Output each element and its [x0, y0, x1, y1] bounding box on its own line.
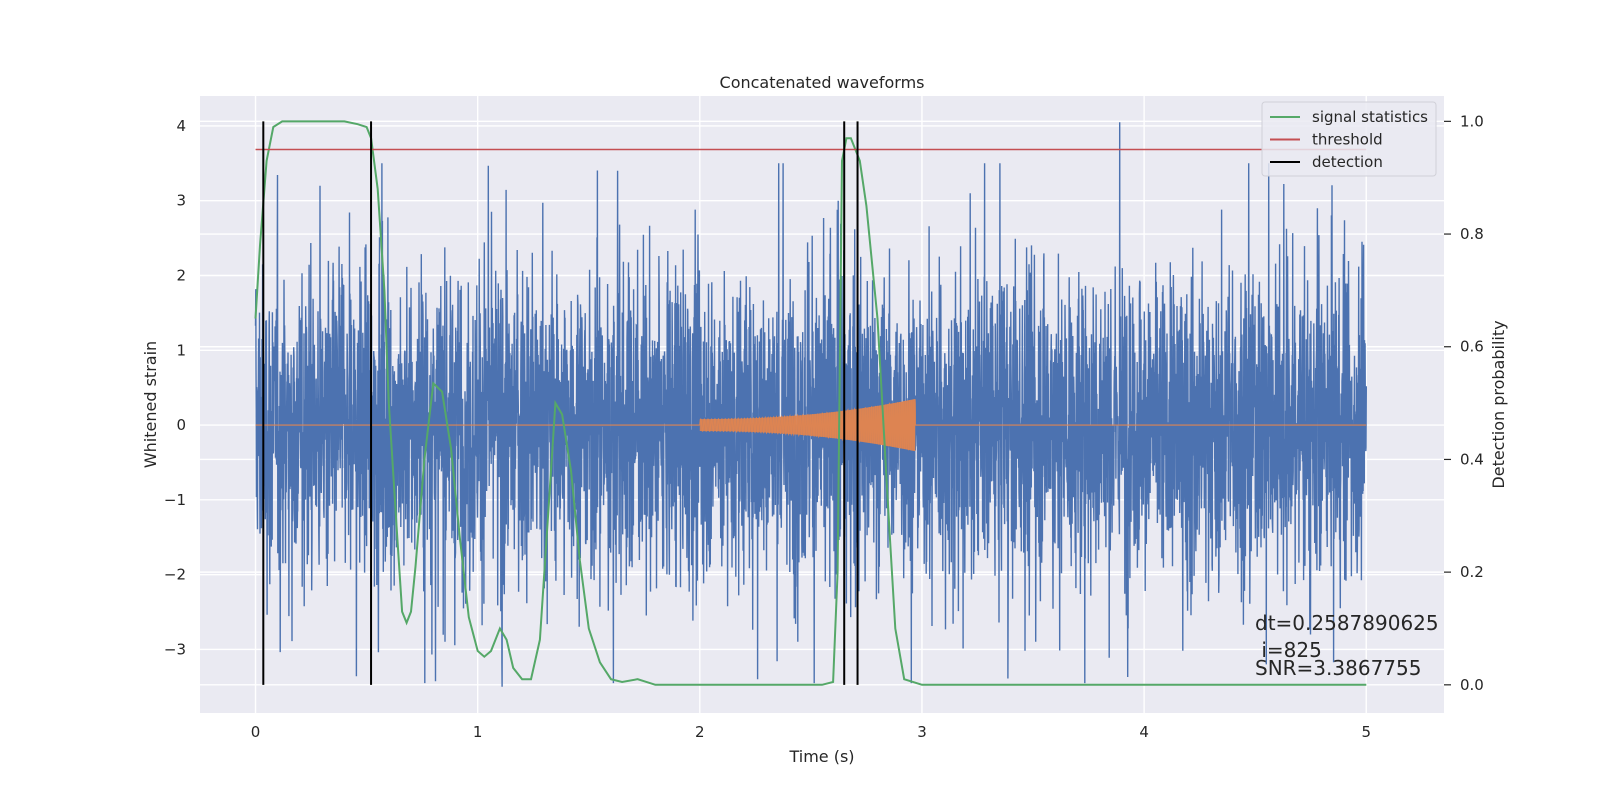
y-right-axis-label: Detection probability — [1489, 320, 1508, 488]
y-right-tick-label: 0.2 — [1460, 563, 1484, 581]
x-tick-label: 5 — [1361, 723, 1371, 741]
y-tick-label: −2 — [164, 566, 186, 584]
x-tick-label: 3 — [917, 723, 927, 741]
y-right-tick-label: 0.8 — [1460, 225, 1484, 243]
chart-title: Concatenated waveforms — [720, 73, 925, 92]
y-axis-label: Whitened strain — [141, 341, 160, 468]
annotation-index: i=825 — [1255, 638, 1322, 662]
y-right-tick-label: 0.0 — [1460, 676, 1484, 694]
x-axis-ticks: 0 1 2 3 4 5 — [251, 723, 1371, 741]
y-tick-label: 2 — [176, 266, 186, 284]
y-right-tick-label: 1.0 — [1460, 112, 1484, 130]
annotation-text: dt=0.2587890625 i=825 SNR=3.3867755 — [1255, 611, 1439, 680]
x-tick-label: 0 — [251, 723, 261, 741]
y-tick-label: −3 — [164, 640, 186, 658]
legend-box — [1261, 101, 1437, 177]
y-axis-ticks: −3 −2 −1 0 1 2 3 4 — [164, 117, 186, 659]
y-tick-label: 1 — [176, 341, 186, 359]
y-right-tick-label: 0.6 — [1460, 338, 1484, 356]
legend: signal statistics threshold detection — [1261, 101, 1437, 177]
x-axis-label: Time (s) — [788, 747, 854, 766]
y-right-tick-label: 0.4 — [1460, 450, 1484, 468]
x-tick-label: 2 — [695, 723, 705, 741]
annotation-snr: SNR=3.3867755 — [1255, 656, 1421, 680]
y-right-axis-ticks: 0.0 0.2 0.4 0.6 0.8 1.0 — [1444, 112, 1484, 694]
y-tick-label: −1 — [164, 491, 186, 509]
y-tick-label: 4 — [176, 117, 186, 135]
annotation-dt: dt=0.2587890625 — [1255, 611, 1439, 635]
x-tick-label: 1 — [473, 723, 483, 741]
series-injected-signal-line — [255, 399, 1367, 451]
y-tick-label: 3 — [176, 192, 186, 210]
legend-entry-label: signal statistics — [1312, 108, 1428, 126]
detection-lines — [262, 121, 859, 685]
legend-entry-label: detection — [1312, 153, 1383, 171]
x-tick-label: 4 — [1139, 723, 1149, 741]
legend-entry-label: threshold — [1312, 131, 1383, 149]
y-tick-label: 0 — [176, 416, 186, 434]
plot-content — [254, 120, 1367, 687]
